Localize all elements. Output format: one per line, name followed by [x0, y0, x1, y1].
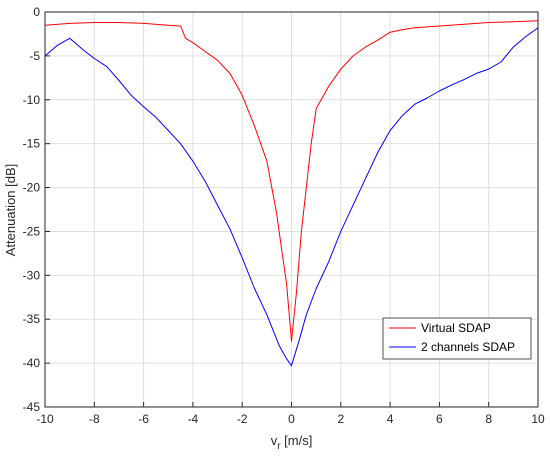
y-tick-label: -30	[23, 268, 41, 282]
y-tick-label: -10	[23, 93, 41, 107]
series-line-2-channels-sdap	[44, 27, 539, 367]
x-tick-label: 2	[337, 412, 344, 426]
x-tick-label: 4	[387, 412, 394, 426]
x-tick-label: 8	[485, 412, 492, 426]
x-tick-label: 0	[288, 412, 295, 426]
y-tick-label: -20	[23, 181, 41, 195]
x-axis-unit: [m/s]	[281, 433, 313, 448]
y-tick-label: -40	[23, 356, 41, 370]
x-tick-label: -4	[188, 412, 199, 426]
x-tick-label: -2	[237, 412, 248, 426]
x-tick-label: -10	[36, 412, 54, 426]
legend-label-2-channels-sdap: 2 channels SDAP	[421, 340, 515, 354]
y-tick-label: -25	[23, 224, 41, 238]
y-tick-label: -5	[29, 49, 40, 63]
x-axis-title: vr [m/s]	[271, 433, 313, 452]
legend: Virtual SDAP 2 channels SDAP	[382, 317, 532, 360]
legend-label-virtual-sdap: Virtual SDAP	[421, 321, 491, 335]
y-tick-label: -15	[23, 137, 41, 151]
legend-box	[382, 317, 532, 360]
y-axis-title: Attenuation [dB]	[3, 164, 18, 257]
x-tick-label: 6	[436, 412, 443, 426]
y-tick-label: -45	[23, 400, 41, 414]
ticks: -10 -8 -6 -4 -2 0 2 4 6 8 100-5-10-15-20-25-30-35-…	[23, 5, 545, 426]
x-axis-subscript: r	[277, 441, 281, 452]
y-tick-label: 0	[33, 5, 40, 19]
x-tick-label: 10	[531, 412, 545, 426]
x-tick-label: -6	[138, 412, 149, 426]
y-tick-label: -35	[23, 312, 41, 326]
series-layer	[44, 20, 539, 367]
x-tick-label: -8	[89, 412, 100, 426]
x-axis-label: v	[271, 433, 278, 448]
series-line-virtual-sdap	[44, 20, 539, 342]
